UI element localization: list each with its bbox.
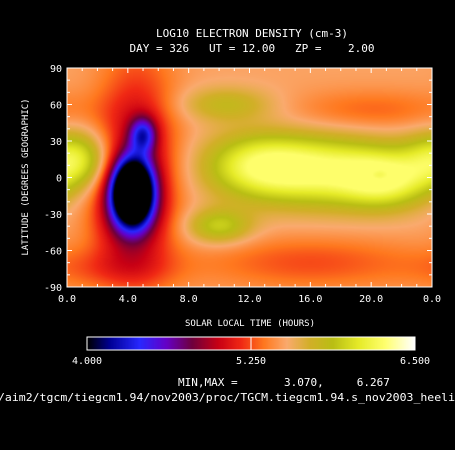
x-tick-label: 20.0 bbox=[359, 294, 383, 305]
y-tick-label: -90 bbox=[44, 283, 62, 294]
x-tick-label: 4.0 bbox=[119, 294, 137, 305]
source-file-path: /aim2/tgcm/tiegcm1.94/nov2003/proc/TGCM.… bbox=[0, 391, 455, 404]
heatmap-plot bbox=[67, 68, 432, 287]
y-tick-label: -30 bbox=[44, 210, 62, 221]
y-axis-label: LATITUDE (DEGREES GEOGRAPHIC) bbox=[21, 98, 31, 255]
y-tick-label: -60 bbox=[44, 247, 62, 258]
colorbar-min-label: 4.000 bbox=[72, 356, 102, 367]
chart-title: LOG10 ELECTRON DENSITY (cm-3) bbox=[156, 27, 348, 40]
colorbar-max-label: 6.500 bbox=[400, 356, 430, 367]
x-axis-label: SOLAR LOCAL TIME (HOURS) bbox=[185, 319, 315, 329]
y-tick-label: 0 bbox=[56, 174, 62, 185]
x-tick-label: 16.0 bbox=[298, 294, 322, 305]
colorbar-mid-label: 5.250 bbox=[236, 356, 266, 367]
x-tick-label: 0.0 bbox=[58, 294, 76, 305]
y-axis: 90 60 30 0 -30 -60 -90 bbox=[44, 64, 432, 294]
x-tick-label: 12.0 bbox=[237, 294, 261, 305]
y-tick-label: 60 bbox=[50, 101, 62, 112]
x-tick-label: 8.0 bbox=[180, 294, 198, 305]
x-tick-label: 0.0 bbox=[423, 294, 441, 305]
y-tick-label: 30 bbox=[50, 137, 62, 148]
chart-subtitle: DAY = 326 UT = 12.00 ZP = 2.00 bbox=[129, 42, 374, 55]
y-tick-label: 90 bbox=[50, 64, 62, 75]
min-max-readout: MIN,MAX = 3.070, 6.267 bbox=[178, 376, 390, 389]
x-axis: 0.0 4.0 8.0 12.0 16.0 20.0 0.0 bbox=[58, 68, 441, 305]
